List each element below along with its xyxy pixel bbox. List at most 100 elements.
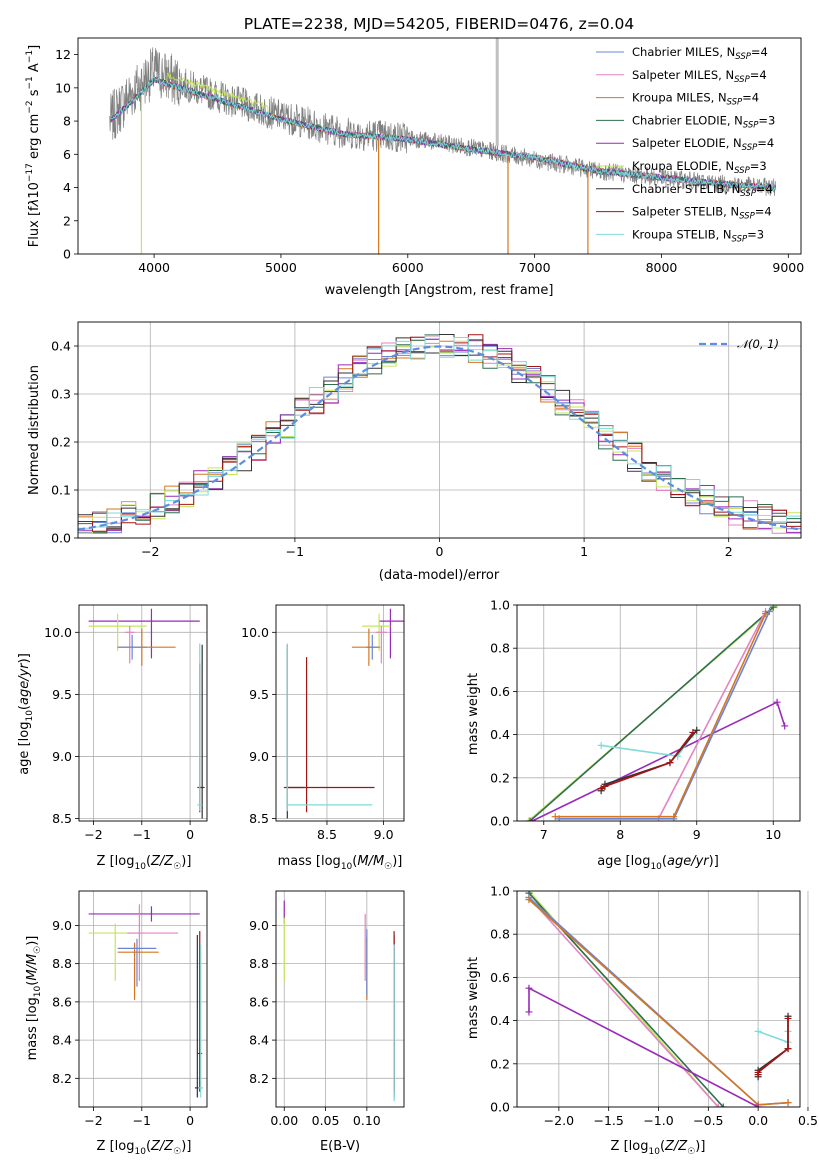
legend-tail: =4 (750, 68, 767, 82)
mass-vs-Z-xlabel: Z [log10(Z/Z☉)] (97, 1139, 192, 1157)
mass_vs_Z-point-kroupa_miles (117, 942, 159, 1000)
massweight-vs-age-ylabel: mass weight (466, 673, 481, 755)
massweight_vs_Z-ytick-label: 1.0 (490, 884, 510, 899)
massweight_vs_Z-ytick-label: 0.4 (490, 1013, 510, 1028)
mass_vs_Z-plot-area (88, 904, 204, 1098)
spectrum-xlabel: wavelength [Angstrom, rest frame] (325, 283, 554, 298)
massweight_vs_Z-frame (516, 890, 801, 1108)
massweight_vs_Z-xtick-label: 0.0 (748, 1113, 768, 1128)
legend-subscript: SSP (739, 212, 755, 222)
legend-label-kroupa_elodie: Kroupa ELODIE, NSSP=3 (632, 159, 767, 176)
age-vs-Z-ylabel: age [log10(age/yr)] (17, 653, 35, 775)
spectrum-model-kroupa_stelib (110, 76, 776, 192)
age_vs_mass-grid (276, 605, 404, 821)
series-marker (784, 1099, 792, 1107)
legend-subscript: SSP (734, 166, 750, 176)
legend-subscript: SSP (732, 234, 748, 244)
massweight_vs_age-series-kroupa_miles (551, 610, 770, 821)
mass_vs_ebv-ytick-label: 9.0 (249, 918, 269, 933)
massweight_vs_age-ytick-label: 0.4 (490, 727, 510, 742)
age_vs_Z-ytick-label: 10.0 (44, 625, 72, 640)
series-marker (526, 817, 534, 821)
massweight_vs_Z-xtick-label: −0.5 (693, 1113, 723, 1128)
spectrum-frame (77, 37, 802, 255)
mass_vs_Z-point-salpeter_elodie (88, 906, 200, 922)
mass_vs_Z-frame (78, 890, 208, 1108)
residuals-ticks: −2 −1 0 1 2 0.0 0.1 0.2 0.3 0.4 (51, 339, 733, 560)
residuals-xtick-label: 0 (436, 544, 444, 559)
mass_vs_Z-point-salpeter_stelib (197, 931, 203, 1092)
legend-tail: =4 (757, 136, 774, 150)
age_vs_Z-xtick-label: 0 (186, 827, 194, 842)
mass_vs_Z-xtick-label: −1 (133, 1113, 151, 1128)
legend-tail: =4 (742, 91, 759, 105)
age_vs_mass-point-salpeter_elodie (379, 608, 404, 659)
series-marker (551, 813, 559, 821)
residuals-ytick-label: 0.3 (51, 387, 71, 402)
series-marker (525, 896, 533, 904)
massweight-vs-age-xlabel: age [log10(age/yr)] (597, 854, 719, 872)
legend-label-gaussian: 𝒩(0, 1) (737, 337, 779, 351)
series-marker (769, 605, 777, 611)
legend-tail: =4 (751, 45, 768, 59)
series-line (528, 896, 719, 1107)
series-line (600, 731, 694, 790)
mass_vs_Z-xtick-label: 0 (186, 1113, 194, 1128)
series-marker (773, 605, 781, 609)
age_vs_mass-point-kroupa_stelib (286, 643, 373, 812)
age-vs-mass-xlabel: mass [log10(M/M☉)] (278, 854, 403, 872)
mass_vs_ebv-ytick-label: 8.8 (249, 956, 269, 971)
mass_vs_Z-ytick-label: 9.0 (52, 918, 72, 933)
age_vs_mass-xtick-label: 8.5 (317, 827, 337, 842)
massweight_vs_age-xtick-label: 10 (765, 827, 781, 842)
residuals-xtick-label: 2 (725, 544, 733, 559)
massweight_vs_Z-ticks: −2.0 −1.5 −1.0 −0.5 0.0 0.5 0.0 0.2 0.4 0.6 0.8 1.0 (490, 884, 818, 1129)
age_vs_Z-point-salpeter_miles (124, 626, 135, 664)
residuals-xtick-label: −2 (141, 544, 159, 559)
age_vs_mass-ytick-label: 8.5 (249, 811, 269, 826)
massweight_vs_Z-ytick-label: 0.2 (490, 1056, 510, 1071)
massweight_vs_age-ytick-label: 0.6 (490, 684, 510, 699)
massweight_vs_Z-ytick-label: 0.8 (490, 927, 510, 942)
age_vs_Z-point-salpeter_elodie (88, 608, 200, 659)
mass_vs_ebv-xtick-label: 0.05 (312, 1113, 340, 1128)
mass_vs_ebv-ticks: 0.00 0.05 0.10 8.2 8.4 8.6 8.8 9.0 (249, 918, 381, 1128)
massweight-vs-Z-ylabel: mass weight (466, 957, 481, 1039)
mass_vs_Z-ytick-label: 8.2 (52, 1071, 72, 1086)
massweight_vs_Z-ytick-label: 0.0 (490, 1100, 510, 1115)
residuals-frame (77, 321, 802, 539)
mass_vs_Z-ytick-label: 8.8 (52, 956, 72, 971)
mass_vs_ebv-frame (275, 890, 405, 1108)
mass_vs_Z-grid (79, 891, 207, 1107)
series-marker (689, 728, 697, 736)
residuals-legend: 𝒩(0, 1) (699, 337, 779, 351)
age_vs_Z-xtick-label: −1 (133, 827, 151, 842)
massweight_vs_age-xtick-label: 8 (616, 827, 624, 842)
residuals-ylabel: Normed distribution (27, 365, 42, 495)
massweight_vs_Z-xtick-label: −1.0 (643, 1113, 673, 1128)
age_vs_Z-point-kroupa_stelib (197, 643, 203, 812)
spectrum-plot-area (109, 38, 776, 254)
age_vs_Z-point-kroupa_elodie (88, 613, 147, 651)
series-marker (773, 698, 781, 706)
series-marker (754, 1027, 762, 1035)
series-marker (719, 1103, 727, 1107)
massweight_vs_age-ticks: 7 8 9 10 0.0 0.2 0.4 0.6 0.8 1.0 (490, 598, 781, 843)
massweight_vs_age-ytick-label: 0.8 (490, 641, 510, 656)
series-marker (693, 726, 701, 734)
series-marker (666, 759, 674, 767)
series-marker (784, 1045, 792, 1053)
massweight_vs_Z-xtick-label: −2.0 (544, 1113, 574, 1128)
series-marker (765, 607, 773, 615)
residuals-ytick-label: 0.4 (51, 339, 71, 354)
age_vs_Z-plot-area (88, 608, 205, 819)
massweight_vs_age-series-salpeter_stelib (597, 728, 697, 793)
legend-subscript: SSP (743, 120, 759, 130)
spectrum-xtick-label: 4000 (138, 260, 170, 275)
age-vs-Z-xlabel: Z [log10(Z/Z☉)] (97, 854, 192, 872)
age_vs_Z-xtick-label: −2 (84, 827, 102, 842)
residuals-xtick-label: −1 (286, 544, 304, 559)
legend-label-salpeter_stelib: Salpeter STELIB, NSSP=4 (632, 205, 772, 222)
legend-tail: =4 (755, 205, 772, 219)
mass_vs_ebv-plot-area (283, 900, 395, 1102)
